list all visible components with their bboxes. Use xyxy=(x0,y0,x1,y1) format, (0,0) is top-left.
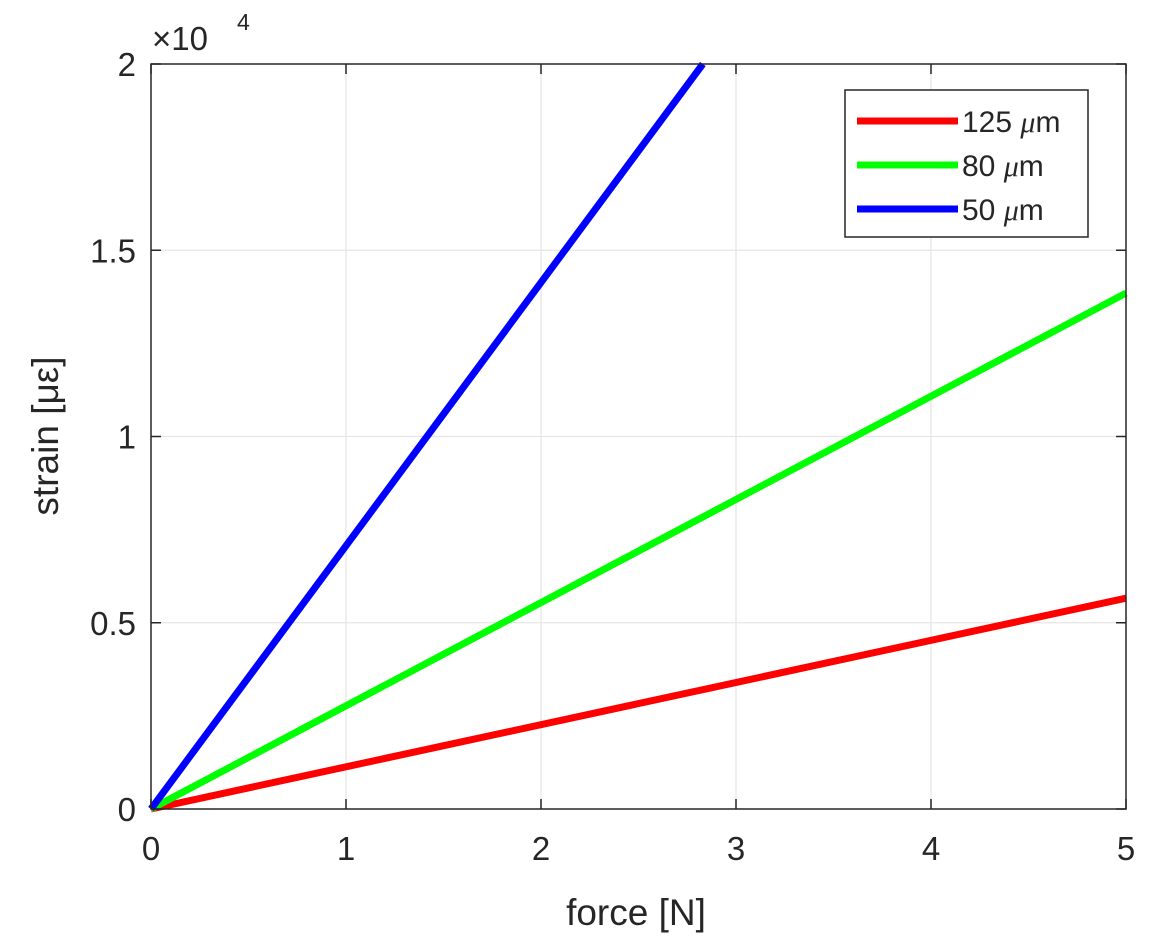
legend-label: 125 μm xyxy=(962,106,1060,139)
y-tick-label: 2 xyxy=(118,46,136,83)
axes xyxy=(150,63,1127,810)
x-tick-label: 4 xyxy=(922,830,940,867)
y-exponent: ×10 4 xyxy=(152,9,250,57)
y-exponent-power: 4 xyxy=(237,9,250,35)
x-tick-label: 0 xyxy=(142,830,160,867)
x-tick-label: 1 xyxy=(337,830,355,867)
plot-lines xyxy=(148,61,1128,813)
y-tick-label: 0.5 xyxy=(90,605,136,642)
x-tick-label: 5 xyxy=(1117,830,1135,867)
x-tick-label: 3 xyxy=(727,830,745,867)
x-tick-label: 2 xyxy=(532,830,550,867)
y-tick-label: 1 xyxy=(118,419,136,456)
legend-label: 80 μm xyxy=(962,150,1044,183)
series-line xyxy=(149,289,1128,813)
y-axis-label: strain [με] xyxy=(25,356,66,515)
y-tick-label: 0 xyxy=(118,791,136,828)
tick-labels: 0 1 2 3 4 5 0 0.5 1 1.5 2 xyxy=(90,46,1135,867)
y-tick-label: 1.5 xyxy=(90,232,136,269)
series-line xyxy=(148,61,706,812)
y-exponent-base: ×10 xyxy=(152,20,208,57)
legend: 125 μm 80 μm 50 μm xyxy=(844,89,1089,238)
x-axis-label: force [N] xyxy=(566,892,706,933)
legend-label: 50 μm xyxy=(962,194,1044,227)
series-line xyxy=(150,594,1127,813)
